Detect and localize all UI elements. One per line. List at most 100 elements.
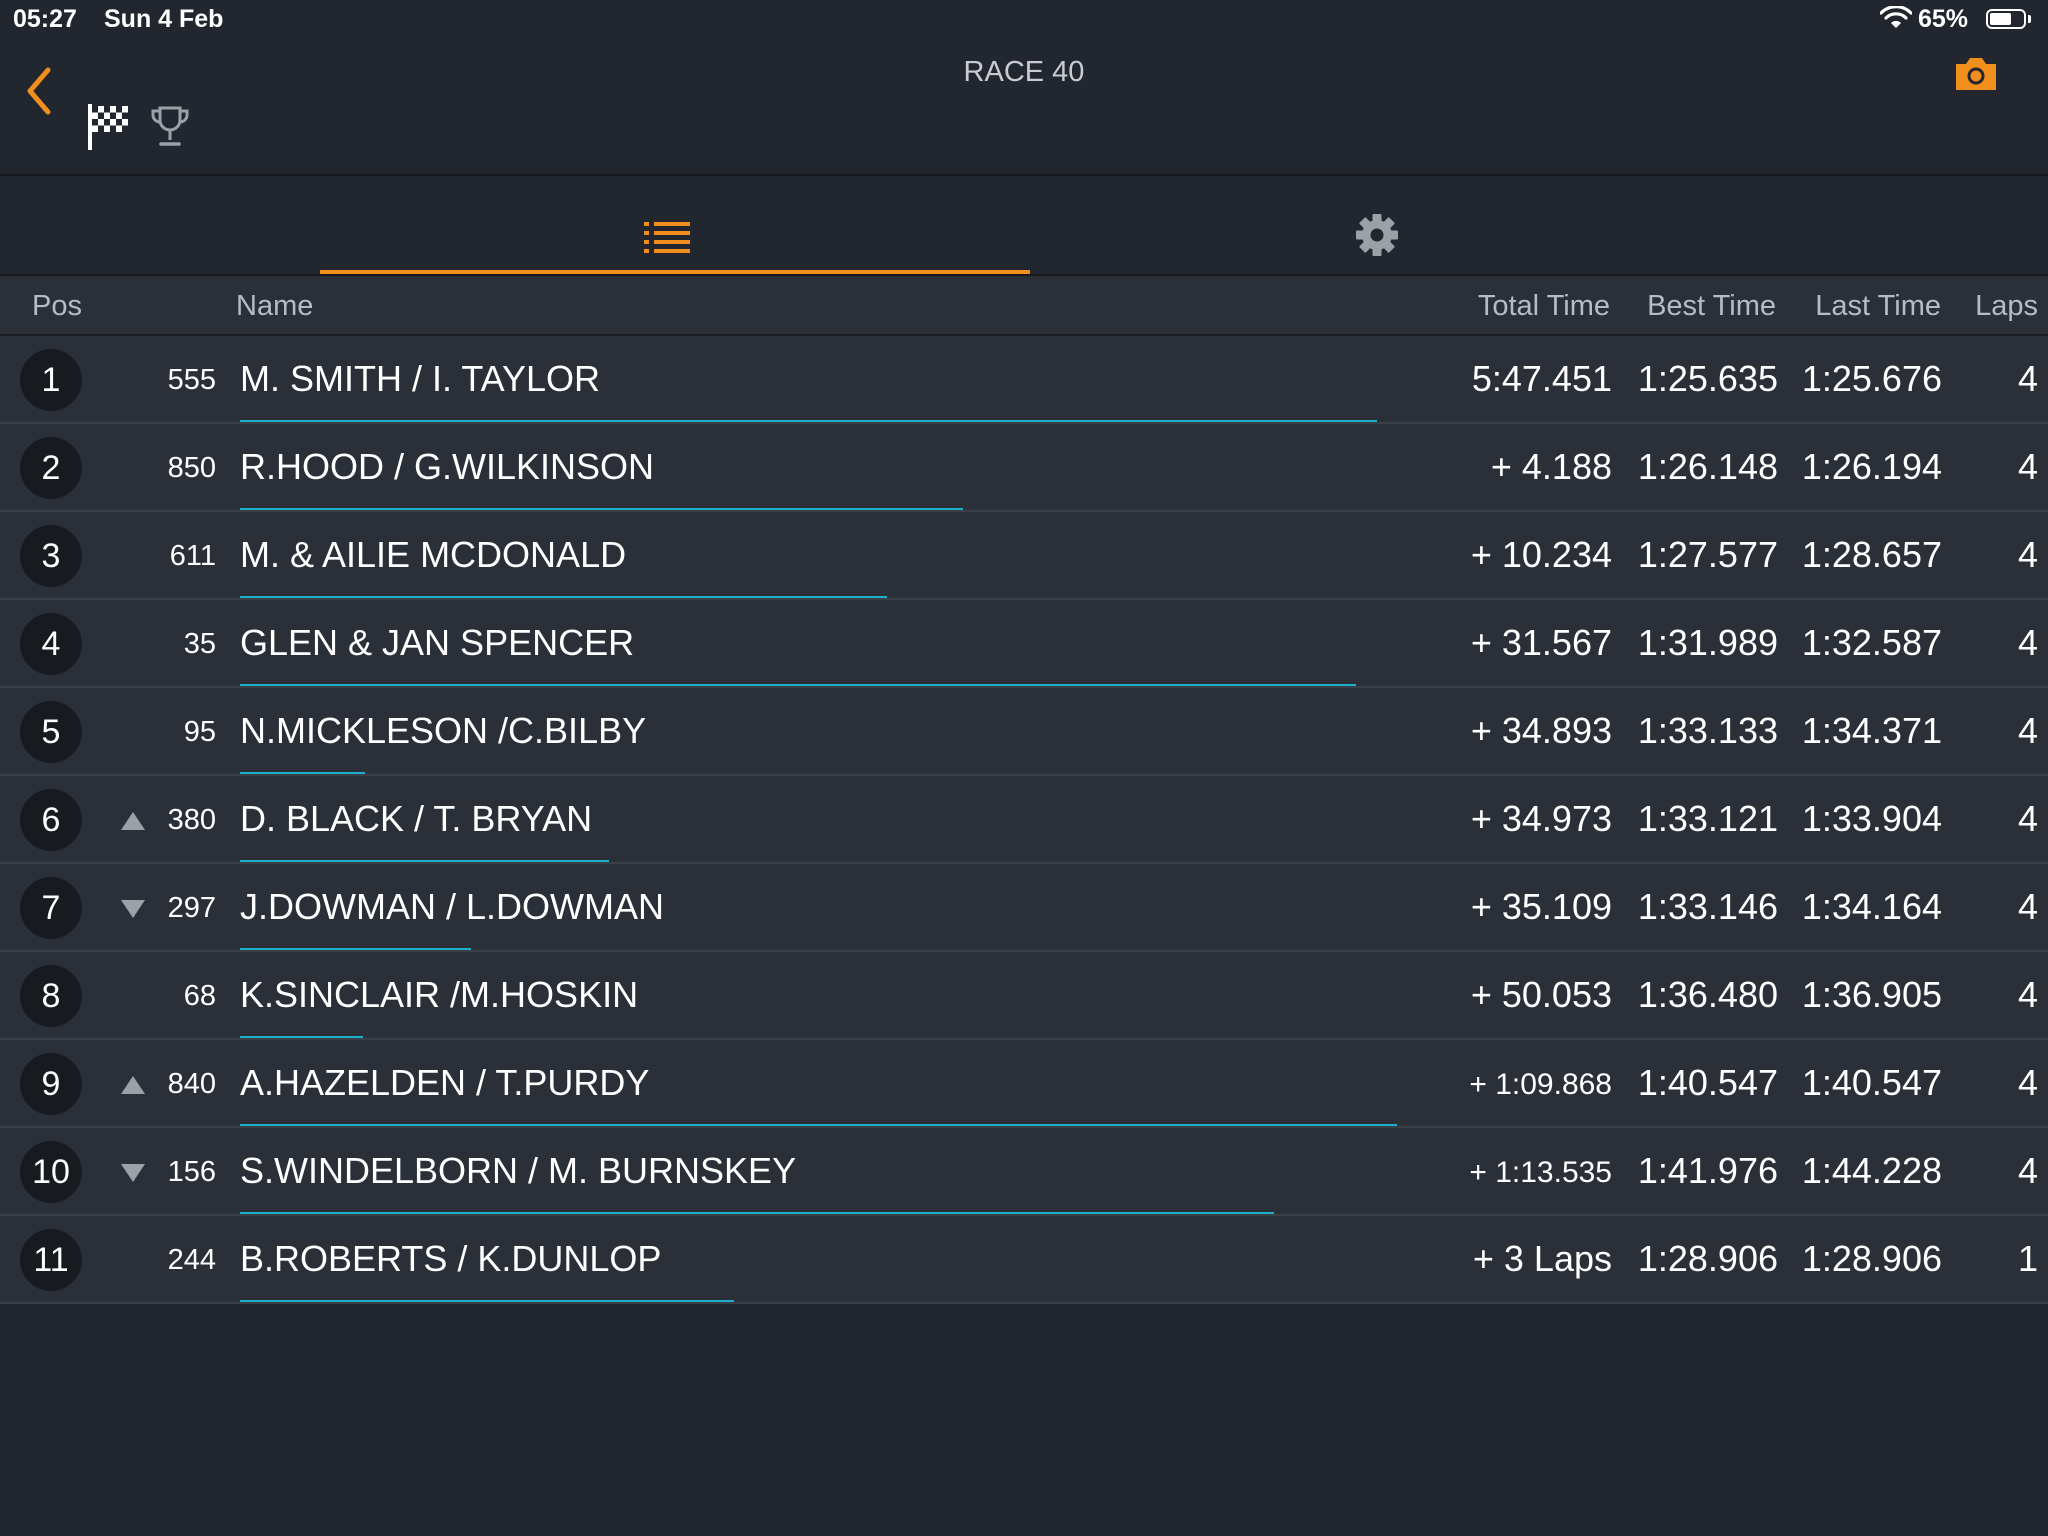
battery-tip — [2028, 15, 2031, 23]
car-number: 850 — [167, 452, 216, 484]
col-header-pos[interactable]: Pos — [32, 290, 82, 322]
col-header-last-time[interactable]: Last Time — [1815, 290, 1941, 322]
camera-icon[interactable] — [1952, 54, 2000, 94]
total-time: + 35.109 — [1470, 886, 1612, 927]
position-down-icon — [121, 1164, 145, 1182]
position-badge: 10 — [20, 1141, 82, 1203]
total-time: + 10.234 — [1470, 534, 1612, 575]
lap-progress-bar — [240, 1124, 1398, 1126]
table-row[interactable]: 3 611 M. & AILIE MCDONALD + 10.234 1:27.577 1… — [0, 512, 2048, 600]
active-tab-indicator — [320, 270, 1030, 274]
position-badge: 3 — [20, 525, 82, 587]
driver-names: N.MICKLESON /C.BILBY — [240, 710, 647, 751]
trophy-icon[interactable] — [148, 102, 192, 150]
total-time: + 50.053 — [1470, 974, 1612, 1015]
lap-progress-bar — [240, 1300, 734, 1302]
driver-names: R.HOOD / G.WILKINSON — [240, 446, 655, 487]
results-column-header: Pos Name Total Time Best Time Last Time … — [0, 276, 2048, 336]
table-row[interactable]: 9 840 A.HAZELDEN / T.PURDY + 1:09.868 1:40.5… — [0, 1040, 2048, 1128]
best-time: 1:36.480 — [1637, 974, 1778, 1015]
driver-names: B.ROBERTS / K.DUNLOP — [240, 1238, 662, 1279]
tab-bar — [0, 176, 2048, 276]
driver-names: K.SINCLAIR /M.HOSKIN — [240, 974, 639, 1015]
lap-progress-bar — [240, 596, 888, 598]
back-button[interactable] — [18, 60, 58, 122]
total-time: + 34.973 — [1470, 798, 1612, 839]
table-row[interactable]: 7 297 J.DOWMAN / L.DOWMAN + 35.109 1:33.146 1… — [0, 864, 2048, 952]
driver-names: GLEN & JAN SPENCER — [240, 622, 635, 663]
position-badge: 11 — [20, 1229, 82, 1291]
last-time: 1:32.587 — [1801, 622, 1942, 663]
last-time: 1:33.904 — [1801, 798, 1942, 839]
table-row[interactable]: 2 850 R.HOOD / G.WILKINSON + 4.188 1:26.148 1… — [0, 424, 2048, 512]
best-time: 1:33.121 — [1637, 798, 1778, 839]
table-row[interactable]: 6 380 D. BLACK / T. BRYAN + 34.973 1:33.121 1… — [0, 776, 2048, 864]
list-icon — [644, 222, 690, 253]
last-time: 1:28.906 — [1801, 1238, 1942, 1279]
driver-names: J.DOWMAN / L.DOWMAN — [240, 886, 664, 927]
wifi-icon — [1880, 6, 1912, 28]
best-time: 1:26.148 — [1637, 446, 1778, 487]
page-title: RACE 40 — [963, 56, 1085, 88]
lap-progress-bar — [240, 508, 963, 510]
position-up-icon — [121, 1076, 145, 1094]
car-number: 555 — [167, 364, 216, 396]
best-time: 1:28.906 — [1637, 1238, 1778, 1279]
best-time: 1:31.989 — [1637, 622, 1778, 663]
col-header-total-time[interactable]: Total Time — [1477, 290, 1610, 322]
position-change-icon — [120, 546, 146, 568]
laps-count: 4 — [2017, 534, 2038, 575]
total-time: + 1:09.868 — [1469, 1068, 1612, 1101]
table-row[interactable]: 11 244 B.ROBERTS / K.DUNLOP + 3 Laps 1:28.90… — [0, 1216, 2048, 1304]
car-number: 840 — [167, 1068, 216, 1100]
position-change-icon — [120, 722, 146, 744]
laps-count: 4 — [2017, 1150, 2038, 1191]
last-time: 1:34.164 — [1801, 886, 1942, 927]
last-time: 1:40.547 — [1801, 1062, 1942, 1103]
position-change-icon — [120, 1250, 146, 1272]
table-row[interactable]: 4 35 GLEN & JAN SPENCER + 31.567 1:31.989 1:3… — [0, 600, 2048, 688]
gear-icon — [1356, 214, 1398, 256]
best-time: 1:33.146 — [1637, 886, 1778, 927]
position-down-icon — [121, 900, 145, 918]
last-time: 1:44.228 — [1801, 1150, 1942, 1191]
lap-progress-bar — [240, 948, 472, 950]
position-change-icon — [120, 458, 146, 480]
checkered-flag-icon[interactable] — [84, 102, 132, 152]
laps-count: 4 — [2017, 974, 2038, 1015]
driver-names: D. BLACK / T. BRYAN — [240, 798, 593, 839]
lap-progress-bar — [240, 1036, 363, 1038]
car-number: 68 — [183, 980, 216, 1012]
total-time: + 3 Laps — [1472, 1238, 1612, 1279]
last-time: 1:26.194 — [1801, 446, 1942, 487]
position-badge: 7 — [20, 877, 82, 939]
header: RACE 40 — [0, 40, 2048, 176]
laps-count: 4 — [2017, 710, 2038, 751]
col-header-name[interactable]: Name — [236, 290, 314, 322]
col-header-laps[interactable]: Laps — [1975, 290, 2038, 322]
table-row[interactable]: 10 156 S.WINDELBORN / M. BURNSKEY + 1:13.53… — [0, 1128, 2048, 1216]
table-row[interactable]: 8 68 K.SINCLAIR /M.HOSKIN + 50.053 1:36.480 1… — [0, 952, 2048, 1040]
battery-level — [1990, 13, 2011, 25]
status-bar: 05:27 Sun 4 Feb 65% — [0, 0, 2048, 40]
lap-progress-bar — [240, 1212, 1275, 1214]
position-badge: 1 — [20, 349, 82, 411]
driver-names: M. SMITH / I. TAYLOR — [240, 358, 601, 399]
table-row[interactable]: 1 555 M. SMITH / I. TAYLOR 5:47.451 1:25.635… — [0, 336, 2048, 424]
position-badge: 5 — [20, 701, 82, 763]
tab-settings[interactable] — [1030, 176, 1720, 272]
car-number: 380 — [167, 804, 216, 836]
total-time: + 4.188 — [1490, 446, 1612, 487]
position-up-icon — [121, 812, 145, 830]
col-header-best-time[interactable]: Best Time — [1647, 290, 1776, 322]
tab-results-list[interactable] — [320, 176, 1030, 274]
table-row[interactable]: 5 95 N.MICKLESON /C.BILBY + 34.893 1:33.133 1… — [0, 688, 2048, 776]
position-badge: 4 — [20, 613, 82, 675]
position-badge: 2 — [20, 437, 82, 499]
total-time: 5:47.451 — [1471, 358, 1612, 399]
position-badge: 9 — [20, 1053, 82, 1115]
car-number: 611 — [169, 540, 216, 572]
laps-count: 4 — [2017, 358, 2038, 399]
laps-count: 4 — [2017, 446, 2038, 487]
last-time: 1:28.657 — [1801, 534, 1942, 575]
